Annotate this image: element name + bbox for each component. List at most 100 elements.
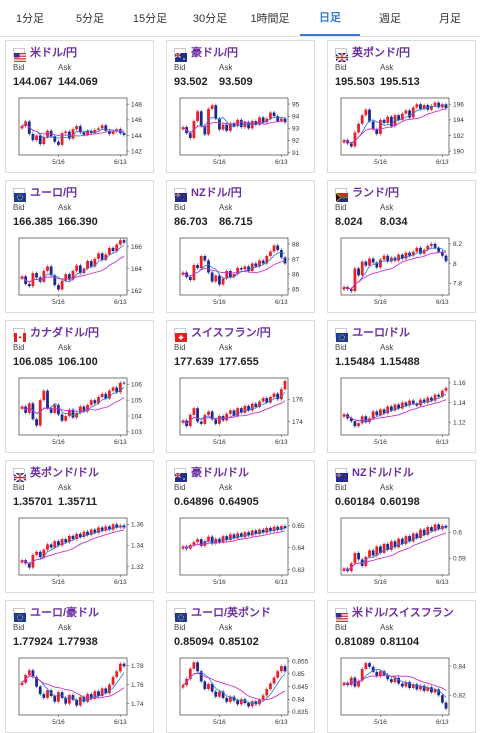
price-chart[interactable]: 0.855 0.85 0.845 0.84 0.835 5/16 6/13 <box>172 655 311 727</box>
candle-body-17 <box>82 406 86 412</box>
price-chart[interactable]: 1.78 1.76 1.74 5/16 6/13 <box>11 655 150 727</box>
tab-timeframe-4[interactable]: 1時間足 <box>250 13 290 25</box>
price-chart[interactable]: 148 146 144 142 5/16 6/13 <box>11 95 150 167</box>
price-chart[interactable]: 1.36 1.34 1.32 5/16 6/13 <box>11 515 150 587</box>
ask-value: 1.15488 <box>380 356 420 368</box>
bid-label: Bid <box>13 63 25 72</box>
tab-timeframe-1[interactable]: 5分足 <box>75 13 105 25</box>
candle-body-25 <box>111 524 115 530</box>
candle-body-17 <box>404 536 408 544</box>
currency-pair-link[interactable]: NZドル/円 <box>191 187 242 199</box>
bid-value: 0.81089 <box>335 636 375 648</box>
candle-body-21 <box>419 529 422 538</box>
rate-card[interactable]: NZドル/ドル Bid Ask 0.60184 0.60198 0.6 0.59 5/16 6/… <box>327 460 476 593</box>
tab-timeframe-6[interactable]: 週足 <box>379 13 401 25</box>
card-header: 米ドル/スイスフラン <box>335 605 454 622</box>
price-chart[interactable]: 1.16 1.14 1.12 5/16 6/13 <box>333 375 472 447</box>
price-chart[interactable]: 88 87 86 85 5/16 6/13 <box>172 235 311 307</box>
rate-card[interactable]: スイスフラン/円 Bid Ask 177.639 177.655 176 174 5/16 6/… <box>166 320 315 453</box>
candle-body-22 <box>100 253 104 260</box>
currency-pair-link[interactable]: ユーロ/英ポンド <box>191 607 272 619</box>
candle-body-21 <box>258 699 261 705</box>
candle-body-21 <box>97 527 100 533</box>
currency-pair-link[interactable]: 英ポンド/円 <box>352 47 411 59</box>
currency-pair-link[interactable]: ユーロ/豪ドル <box>30 607 100 619</box>
candle-body-2 <box>349 289 353 292</box>
candle-body-0 <box>342 682 346 686</box>
rate-card[interactable]: 豪ドル/円 Bid Ask 93.502 93.509 95 94 93 92 91 5/16 6/1… <box>166 40 315 173</box>
candle-body-25 <box>272 245 276 252</box>
rate-card[interactable]: カナダドル/円 Bid Ask 106.085 106.100 106 105 104 103 5… <box>5 320 154 453</box>
candle-body-10 <box>379 671 382 677</box>
candle-body-17 <box>404 682 408 687</box>
price-chart[interactable]: 0.6 0.59 5/16 6/13 <box>333 515 472 587</box>
rate-card[interactable]: ユーロ/円 Bid Ask 166.385 166.390 166 164 162 5/16 6/… <box>5 180 154 313</box>
rate-card[interactable]: ユーロ/ドル Bid Ask 1.15484 1.15488 1.16 1.14 1.12 5/… <box>327 320 476 453</box>
candle-body-17 <box>82 268 86 274</box>
candle-body-28 <box>444 387 448 391</box>
bid-value: 106.085 <box>13 356 53 368</box>
currency-pair-link[interactable]: 豪ドル/円 <box>191 47 239 59</box>
rate-card[interactable]: 米ドル/円 Bid Ask 144.067 144.069 148 146 144 142 5/1… <box>5 40 154 173</box>
currency-pair-link[interactable]: 米ドル/スイスフラン <box>352 607 454 619</box>
candle-body-7 <box>46 266 49 271</box>
rate-card[interactable]: ユーロ/英ポンド Bid Ask 0.85094 0.85102 0.855 0.85 0.8… <box>166 600 315 733</box>
ma-short-line <box>343 393 447 423</box>
x-tick-label: 6/13 <box>436 299 449 306</box>
candle-body-23 <box>104 254 108 260</box>
candle-body-5 <box>38 400 42 426</box>
candle-body-27 <box>279 250 283 258</box>
currency-pair-link[interactable]: 米ドル/円 <box>30 47 78 59</box>
tab-timeframe-5[interactable]: 日足 <box>300 0 360 36</box>
tab-timeframe-0[interactable]: 1分足 <box>15 13 45 25</box>
candle-body-18 <box>408 252 411 256</box>
candle-body-14 <box>71 270 75 280</box>
rate-card[interactable]: 米ドル/スイスフラン Bid Ask 0.81089 0.81104 0.84 0.82 5/… <box>327 600 476 733</box>
rate-card[interactable]: 英ポンド/ドル Bid Ask 1.35701 1.35711 1.36 1.34 1.32 5… <box>5 460 154 593</box>
price-chart[interactable]: 196 194 192 190 5/16 6/13 <box>333 95 472 167</box>
plot-frame <box>18 377 128 436</box>
currency-pair-link[interactable]: ユーロ/円 <box>30 187 78 199</box>
candle-body-19 <box>250 121 254 129</box>
candle-body-25 <box>272 112 276 117</box>
tab-timeframe-7[interactable]: 月足 <box>439 13 461 25</box>
tab-timeframe-3[interactable]: 30分足 <box>192 13 228 25</box>
currency-pair-link[interactable]: NZドル/ドル <box>352 467 414 479</box>
price-chart[interactable]: 0.84 0.82 5/16 6/13 <box>333 655 472 727</box>
rate-card[interactable]: 豪ドル/ドル Bid Ask 0.64896 0.64905 0.65 0.64 0.63 5/… <box>166 460 315 593</box>
currency-pair-link[interactable]: 豪ドル/ドル <box>191 467 250 479</box>
bid-label: Bid <box>174 623 186 632</box>
candle-body-6 <box>364 261 368 266</box>
candle-body-10 <box>379 119 382 134</box>
rate-card[interactable]: ランド/円 Bid Ask 8.024 8.034 8.2 8 7.8 5/16 6/13 <box>327 180 476 313</box>
price-chart[interactable]: 8.2 8 7.8 5/16 6/13 <box>333 235 472 307</box>
x-tick-label: 5/16 <box>213 439 226 446</box>
currency-pair-link[interactable]: 英ポンド/ドル <box>30 467 100 479</box>
currency-pair-link[interactable]: スイスフラン/円 <box>191 327 271 339</box>
ma-short-line <box>343 247 447 290</box>
price-chart[interactable]: 176 174 5/16 6/13 <box>172 375 311 447</box>
ask-label: Ask <box>380 63 394 72</box>
candle-body-25 <box>272 526 276 532</box>
candle-body-23 <box>265 527 269 533</box>
currency-pair-link[interactable]: カナダドル/円 <box>30 327 100 339</box>
price-chart[interactable]: 95 94 93 92 91 5/16 6/13 <box>172 95 311 167</box>
rate-card[interactable]: ユーロ/豪ドル Bid Ask 1.77924 1.77938 1.78 1.76 1.74 5… <box>5 600 154 733</box>
candle-body-26 <box>276 671 280 678</box>
price-chart[interactable]: 166 164 162 5/16 6/13 <box>11 235 150 307</box>
currency-pair-link[interactable]: ランド/円 <box>352 187 400 199</box>
price-chart[interactable]: 106 105 104 103 5/16 6/13 <box>11 375 150 447</box>
currency-pair-link[interactable]: ユーロ/ドル <box>352 327 411 339</box>
candlestick-chart: 1.78 1.76 1.74 5/16 6/13 <box>18 657 144 726</box>
candle-body-13 <box>228 534 232 540</box>
candle-body-19 <box>411 107 415 118</box>
candle-body-27 <box>440 390 444 397</box>
price-chart[interactable]: 0.65 0.64 0.63 5/16 6/13 <box>172 515 311 587</box>
x-tick-label: 6/13 <box>436 159 449 166</box>
candle-body-18 <box>247 532 250 536</box>
rate-card[interactable]: 英ポンド/円 Bid Ask 195.503 195.513 196 194 192 190 5/… <box>327 40 476 173</box>
y-tick-label: 0.84 <box>292 697 305 704</box>
rate-card[interactable]: NZドル/円 Bid Ask 86.703 86.715 88 87 86 85 5/16 6/13 <box>166 180 315 313</box>
y-tick-label: 1.12 <box>453 420 466 427</box>
tab-timeframe-2[interactable]: 15分足 <box>132 13 168 25</box>
